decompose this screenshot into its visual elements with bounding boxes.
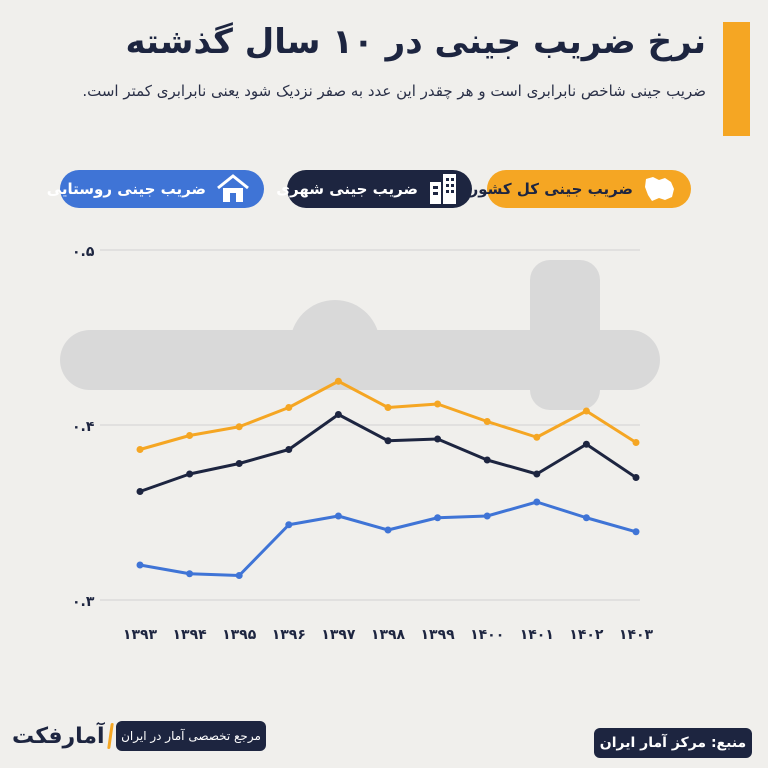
data-point xyxy=(483,512,491,520)
series-line-1 xyxy=(139,413,637,493)
data-point xyxy=(483,418,491,425)
data-point xyxy=(334,512,342,520)
brand-logo: آمارفکت xyxy=(12,716,114,756)
legend-rural: ضریب جینی روستایی xyxy=(47,170,264,208)
legend-rural-label: ضریب جینی روستایی xyxy=(46,180,206,198)
x-tick-label: ۱۳۹۹ xyxy=(421,627,456,643)
x-tick-label: ۱۳۹۵ xyxy=(222,627,257,643)
data-point xyxy=(434,400,442,408)
data-point xyxy=(632,439,640,446)
x-tick-label: ۱۴۰۳ xyxy=(619,627,654,643)
data-point xyxy=(533,433,541,441)
reference-badge: مرجع تخصصی آمار در ایران xyxy=(116,721,266,751)
data-point xyxy=(235,460,243,467)
y-tick-label: ۰.۴ xyxy=(72,419,95,435)
data-point xyxy=(384,404,392,411)
x-tick-label: ۱۴۰۰ xyxy=(470,627,504,643)
data-point xyxy=(235,423,243,431)
title-accent-bar xyxy=(723,22,750,136)
brand-mark-icon xyxy=(106,723,114,749)
data-point xyxy=(582,440,590,448)
brand-name: آمارفکت xyxy=(12,723,105,749)
data-point xyxy=(582,407,590,415)
data-point xyxy=(434,514,442,522)
data-point xyxy=(186,570,194,578)
data-point xyxy=(186,470,194,478)
y-tick-label: ۰.۵ xyxy=(72,244,95,260)
series-line-2 xyxy=(139,500,637,577)
y-tick-label: ۰.۳ xyxy=(72,594,95,610)
x-tick-label: ۱۳۹۳ xyxy=(123,627,158,643)
data-point xyxy=(384,526,392,534)
data-point xyxy=(334,377,342,385)
data-point xyxy=(285,521,293,529)
legend-national-label: ضریب جینی کل کشور xyxy=(469,180,633,198)
chart-subtitle: ضریب جینی شاخص نابرابری است و هر چقدر ای… xyxy=(82,82,706,100)
data-point xyxy=(285,446,293,453)
building-icon xyxy=(428,172,458,206)
data-point xyxy=(533,470,541,478)
x-tick-label: ۱۳۹۷ xyxy=(321,627,356,643)
data-point xyxy=(285,404,293,411)
legend-national: ضریب جینی کل کشور xyxy=(470,170,691,208)
data-point xyxy=(483,456,491,464)
data-point xyxy=(334,411,342,418)
data-point xyxy=(235,572,243,579)
data-point xyxy=(384,437,392,445)
legend-urban: ضریب جینی شهری xyxy=(276,170,472,208)
line-chart: ۰.۵ ۰.۴ ۰.۳ ۱۳۹۳ ۱۳۹۴ ۱۳۹۵ ۱۳۹۶ ۱۳۹۷ ۱۳۹۸ ۱۳۹۹ ۱۴۰… xyxy=(72,244,654,643)
data-point xyxy=(632,474,640,481)
data-point xyxy=(533,498,541,506)
data-point xyxy=(434,435,442,443)
data-point xyxy=(582,514,590,522)
data-point xyxy=(136,446,144,453)
data-point xyxy=(632,528,640,536)
source-badge: منبع: مرکز آمار ایران xyxy=(594,728,752,758)
x-tick-label: ۱۴۰۲ xyxy=(569,627,604,643)
data-point xyxy=(186,432,194,439)
x-tick-label: ۱۳۹۸ xyxy=(371,627,406,643)
x-tick-label: ۱۴۰۱ xyxy=(520,627,554,643)
x-tick-label: ۱۳۹۶ xyxy=(272,627,306,643)
x-tick-label: ۱۳۹۴ xyxy=(173,627,208,643)
legend-urban-label: ضریب جینی شهری xyxy=(276,180,418,198)
iran-map-icon xyxy=(643,175,677,203)
data-point xyxy=(136,561,144,569)
chart-title: نرخ ضریب جینی در ۱۰ سال گذشته xyxy=(125,22,706,62)
house-icon xyxy=(216,174,250,204)
data-point xyxy=(136,488,144,495)
